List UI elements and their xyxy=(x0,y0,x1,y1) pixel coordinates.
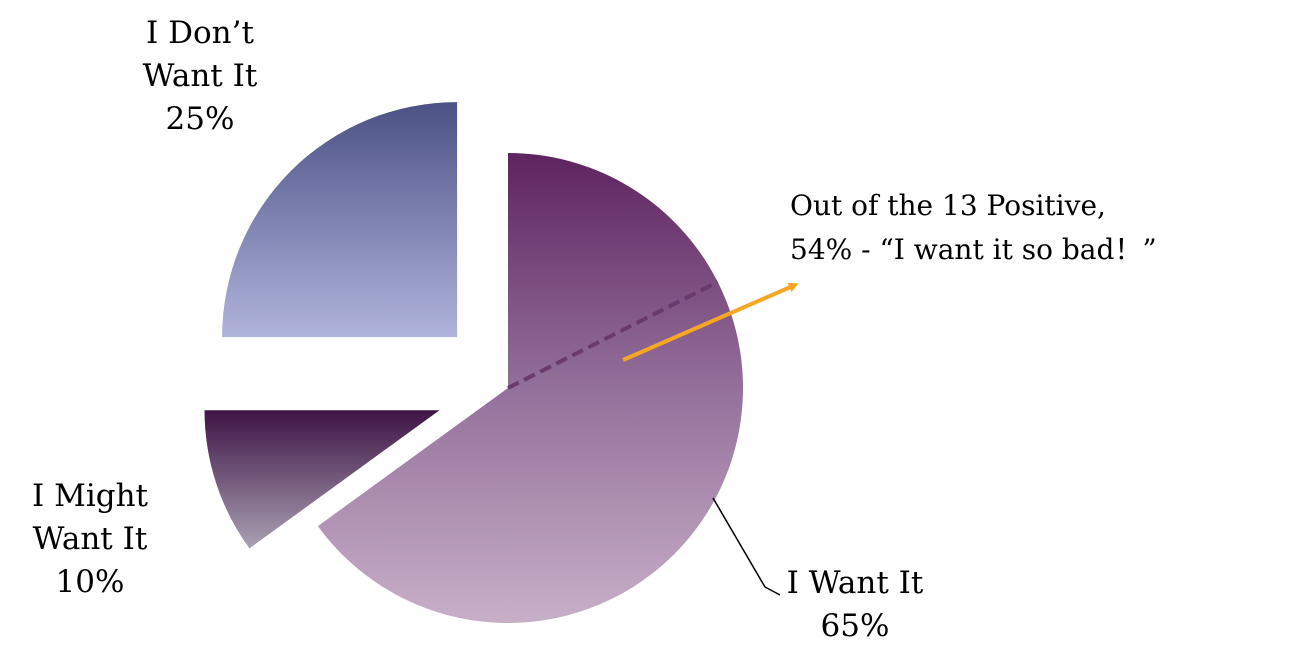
label-i-might-want-it: I Might Want It 10% xyxy=(0,475,180,604)
i-want-it-leader-line xyxy=(712,497,781,596)
annotation-line-2: 54% - “I want it so bad！” xyxy=(790,233,1157,266)
label-i-want-it: I Want It 65% xyxy=(760,562,950,648)
annotation-arrow xyxy=(622,282,799,362)
label-i-might-want-it-line1: I Might xyxy=(31,478,149,514)
annotation-text: Out of the 13 Positive, 54% - “I want it… xyxy=(790,184,1157,272)
label-i-dont-want-it-line2: Want It xyxy=(142,58,258,94)
annotation-line-1: Out of the 13 Positive, xyxy=(790,189,1106,222)
pie-slice-i-might-want-it xyxy=(204,410,440,549)
label-i-want-it-percent: 65% xyxy=(820,608,890,644)
pie-slice-i-want-it xyxy=(317,153,743,623)
pie-slice-i-dont-want-it xyxy=(222,102,458,338)
label-i-dont-want-it: I Don’t Want It 25% xyxy=(100,12,300,141)
label-i-dont-want-it-percent: 25% xyxy=(165,101,235,137)
sub-slice-divider xyxy=(507,280,719,390)
label-i-might-want-it-line2: Want It xyxy=(32,521,148,557)
label-i-dont-want-it-line1: I Don’t xyxy=(146,15,254,51)
label-i-want-it-line1: I Want It xyxy=(786,565,924,601)
label-i-might-want-it-percent: 10% xyxy=(55,564,125,600)
